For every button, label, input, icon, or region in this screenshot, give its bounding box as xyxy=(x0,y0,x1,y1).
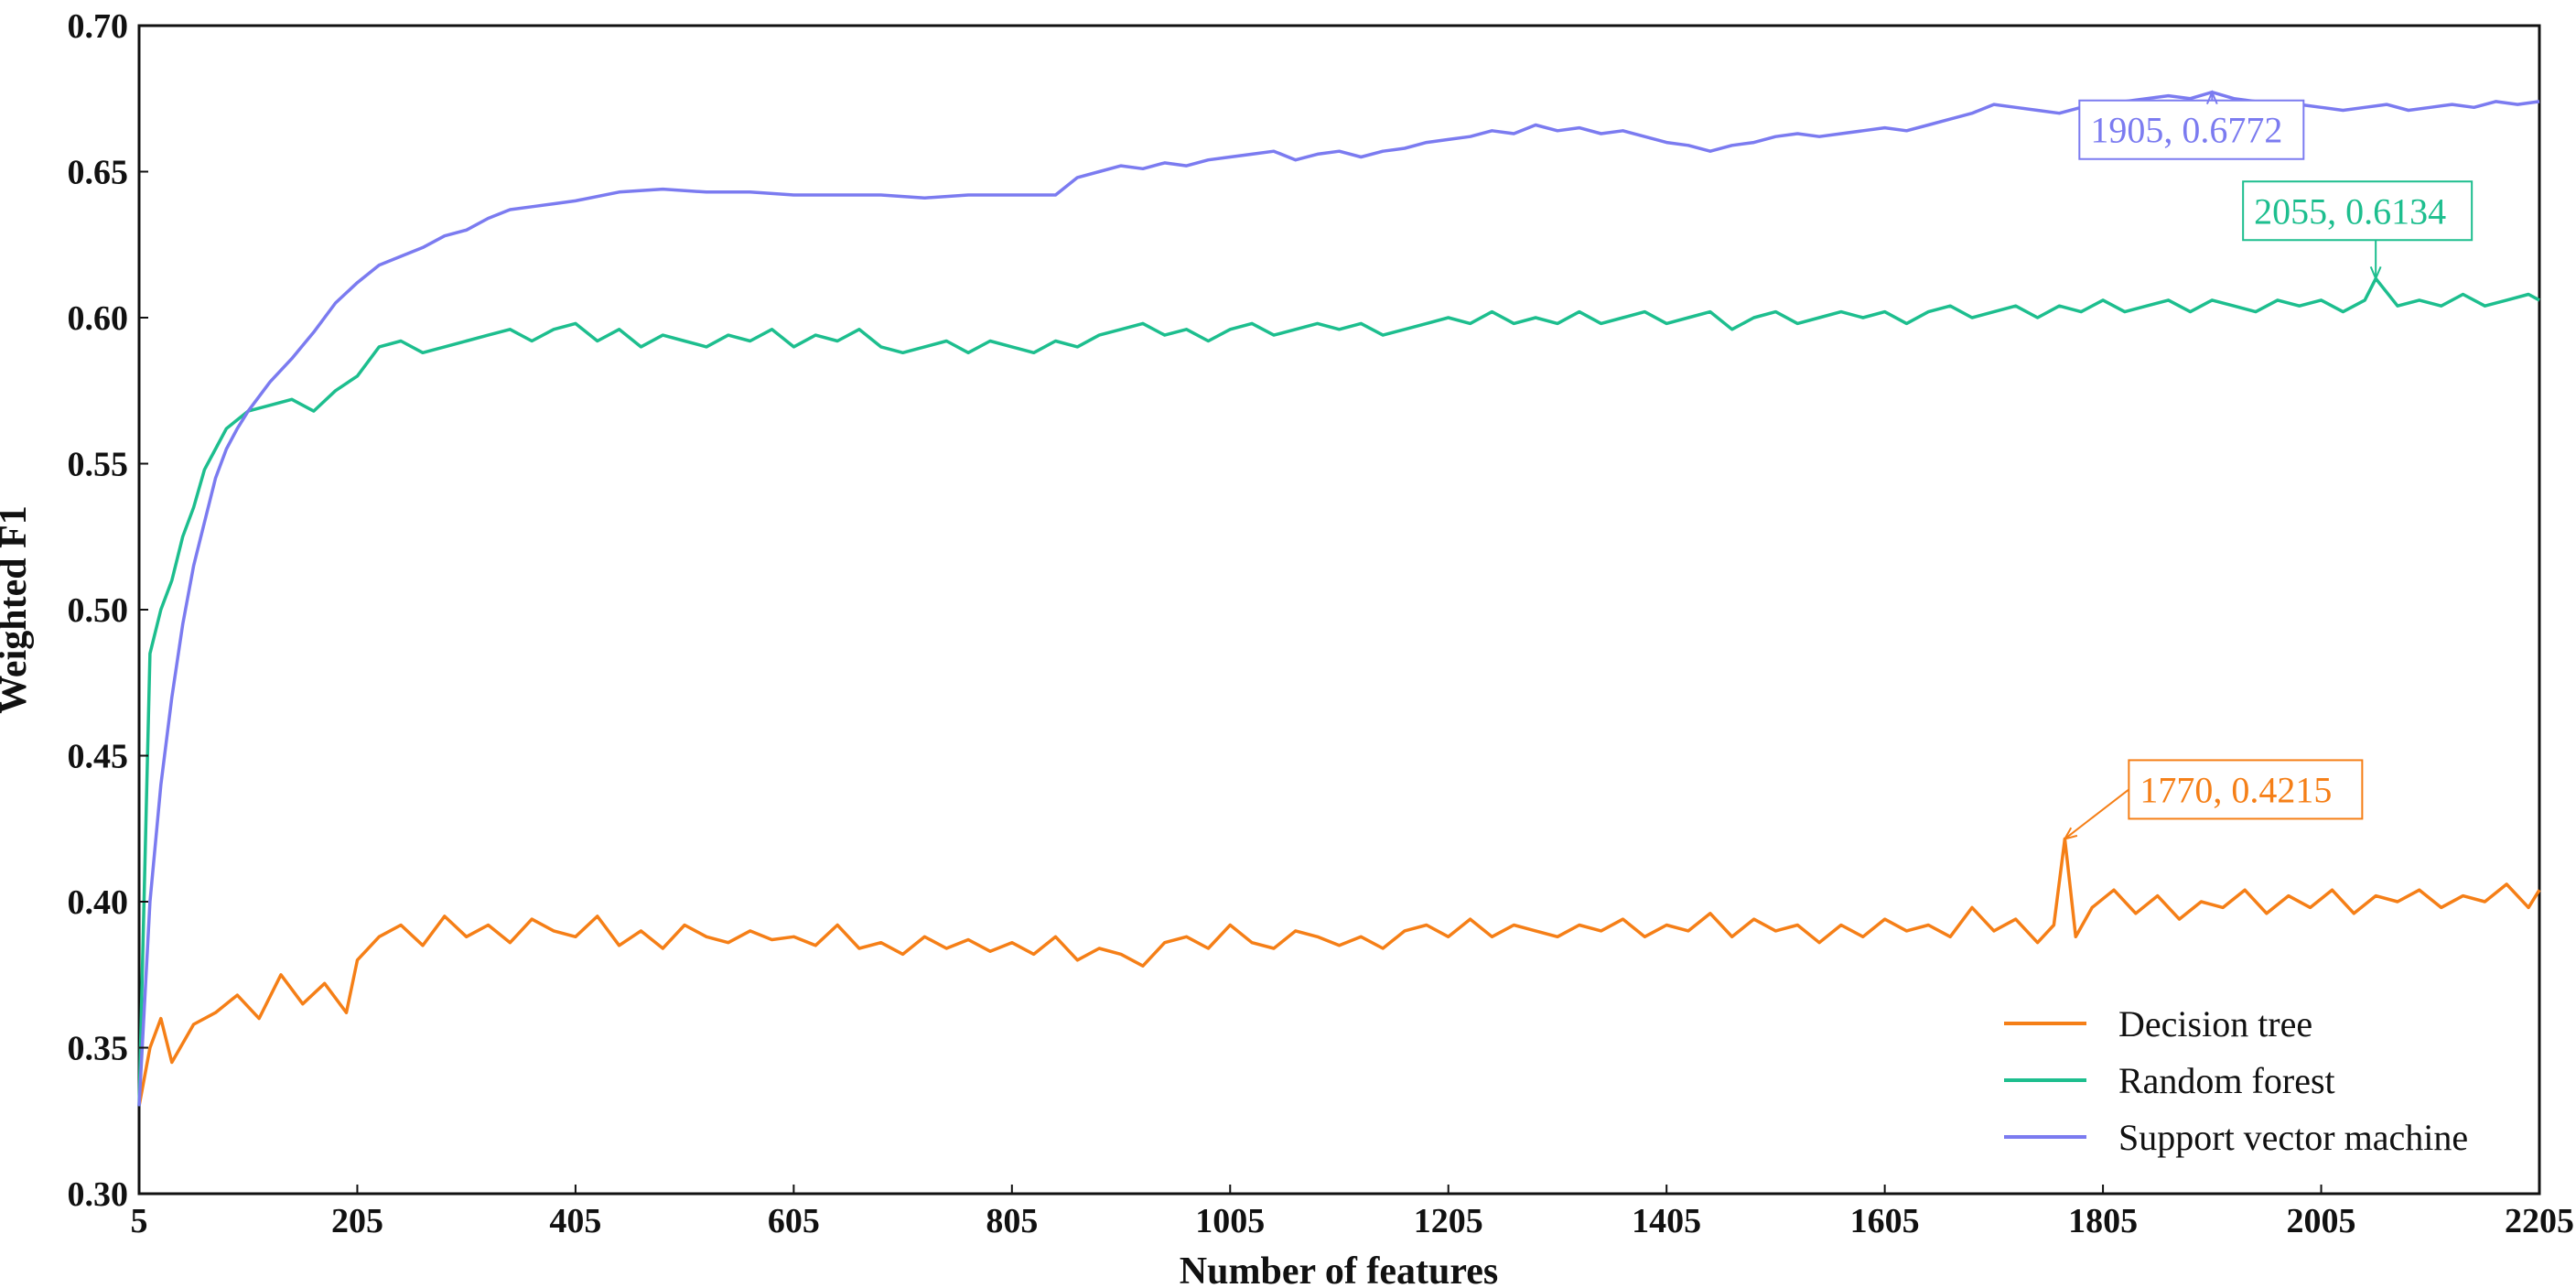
annotation-label: 1905, 0.6772 xyxy=(2090,110,2282,151)
legend: Decision tree Random forest Support vector… xyxy=(2004,1003,2468,1158)
annotation-2: 1770, 0.4215 xyxy=(2063,759,2364,840)
x-axis-label: Number of features xyxy=(1180,1250,1498,1288)
annotation-label: 2055, 0.6134 xyxy=(2254,190,2446,232)
y-tick-label: 0.50 xyxy=(68,591,129,630)
y-tick-label: 0.60 xyxy=(68,299,129,338)
x-axis-ticks: 5 205 405 605 805 1005 1205 1405 1605 1805 2005 220… xyxy=(131,1185,2574,1240)
annotation-box xyxy=(2128,759,2364,820)
x-tick-label: 1205 xyxy=(1414,1202,1483,1240)
annotation-box xyxy=(2242,180,2474,242)
series-line-1 xyxy=(137,276,2540,1107)
annotation-1: 2055, 0.6134 xyxy=(2242,180,2474,281)
y-tick-label: 0.45 xyxy=(68,738,129,776)
series-line-2 xyxy=(137,90,2540,1107)
annotation-arrowhead xyxy=(2369,265,2382,281)
series-layer xyxy=(137,90,2541,1107)
x-tick-label: 2205 xyxy=(2505,1202,2574,1240)
x-tick-label: 1605 xyxy=(1850,1202,1920,1240)
legend-item-0: Decision tree xyxy=(2004,1003,2312,1044)
annotation-box xyxy=(2078,99,2305,160)
x-tick-label: 805 xyxy=(986,1202,1038,1240)
x-tick-label: 1005 xyxy=(1195,1202,1265,1240)
x-tick-label: 5 xyxy=(131,1202,148,1240)
x-tick-label: 1405 xyxy=(1632,1202,1701,1240)
x-tick-label: 205 xyxy=(331,1202,383,1240)
y-tick-label: 0.70 xyxy=(68,7,129,46)
annotation-arrow xyxy=(2064,788,2129,840)
annotation-arrowhead xyxy=(2205,90,2218,105)
legend-label: Random forest xyxy=(2118,1060,2335,1101)
y-axis-label: Weighted F1 xyxy=(0,505,35,714)
y-tick-label: 0.65 xyxy=(68,154,129,192)
annotations: 1905, 0.6772 2055, 0.6134 1770, 0.4215 xyxy=(2063,90,2474,840)
legend-item-1: Random forest xyxy=(2004,1060,2335,1101)
y-tick-label: 0.30 xyxy=(68,1175,129,1214)
annotation-0: 1905, 0.6772 xyxy=(2078,90,2305,160)
x-tick-label: 605 xyxy=(768,1202,820,1240)
legend-item-2: Support vector machine xyxy=(2004,1117,2468,1158)
legend-label: Support vector machine xyxy=(2118,1117,2468,1158)
y-tick-label: 0.40 xyxy=(68,883,129,922)
annotation-arrowhead xyxy=(2063,827,2078,840)
y-axis-ticks: 0.30 0.35 0.40 0.45 0.50 0.55 0.60 0.65 0.70 xyxy=(68,7,148,1214)
x-tick-label: 2005 xyxy=(2287,1202,2356,1240)
y-tick-label: 0.55 xyxy=(68,446,129,484)
annotation-label: 1770, 0.4215 xyxy=(2139,769,2332,810)
series-line-0 xyxy=(137,837,2541,1107)
y-tick-label: 0.35 xyxy=(68,1030,129,1068)
x-tick-label: 405 xyxy=(549,1202,601,1240)
legend-label: Decision tree xyxy=(2118,1003,2312,1044)
x-tick-label: 1805 xyxy=(2068,1202,2138,1240)
